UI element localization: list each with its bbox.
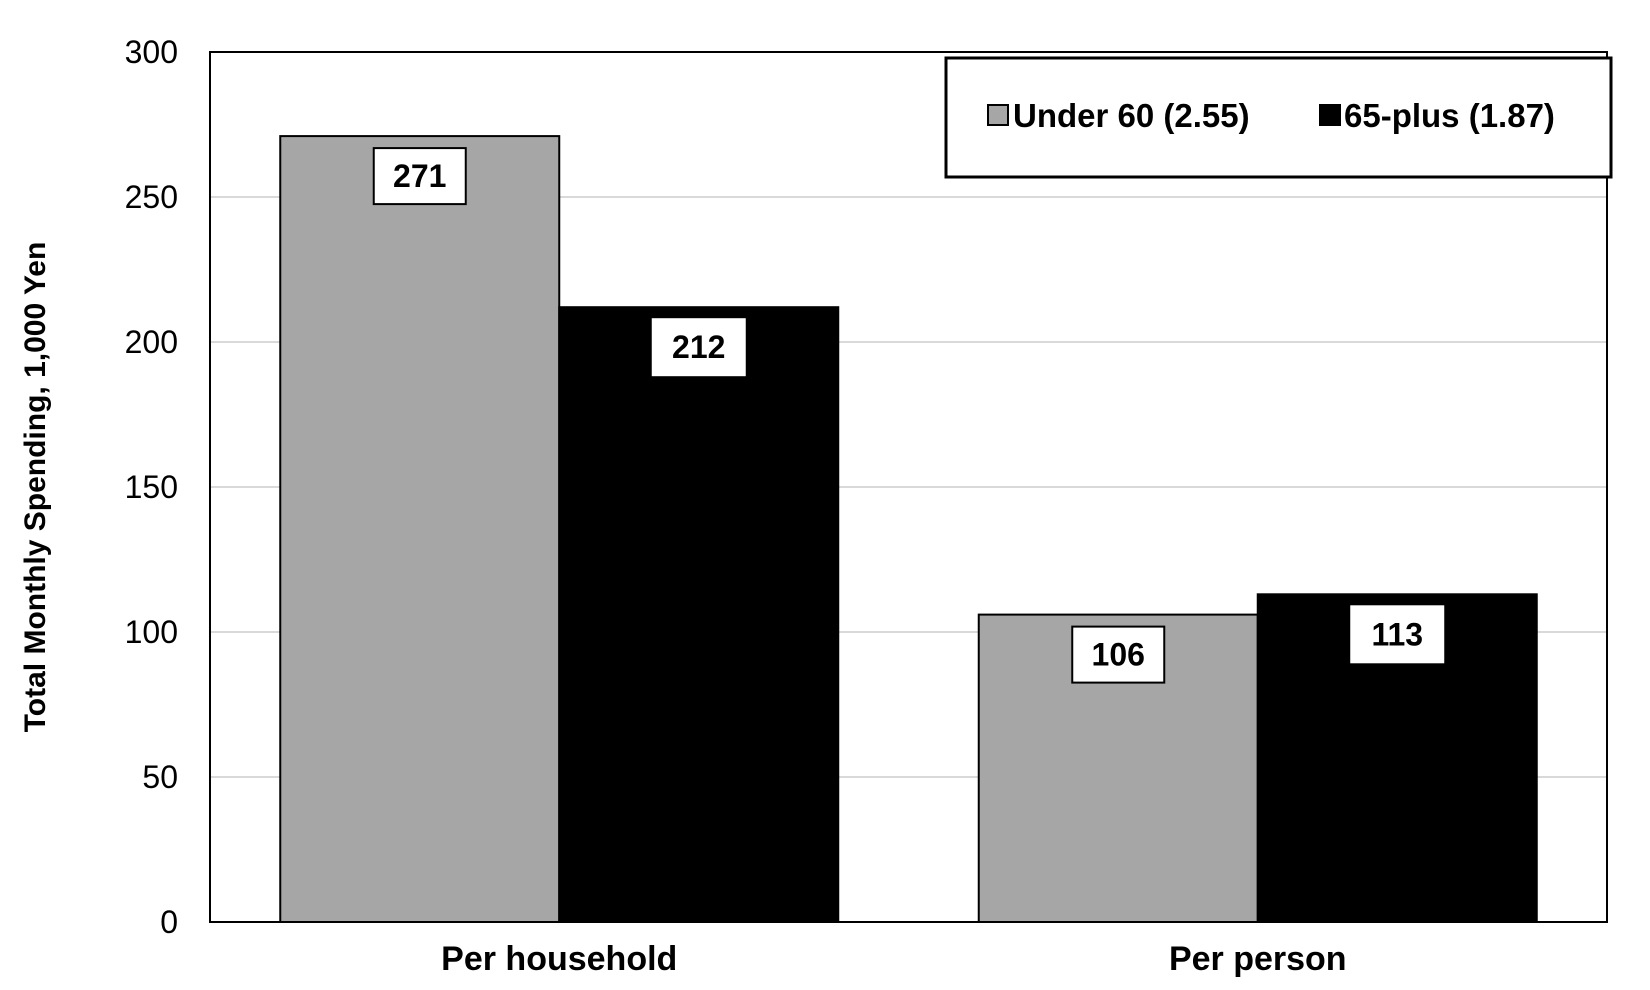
x-category-label: Per person [1169, 940, 1347, 978]
y-axis-ticks: 0 50 100 150 200 250 300 [125, 34, 178, 940]
x-category-label: Per household [441, 940, 677, 978]
data-label: 271 [393, 158, 446, 194]
y-axis-title: Total Monthly Spending, 1,000 Yen [19, 242, 52, 733]
x-axis-categories: Per household Per person [441, 940, 1346, 978]
plot-area-frame [209, 51, 1608, 923]
legend-box [944, 56, 1613, 179]
legend-label: 65-plus (1.87) [1344, 97, 1555, 134]
y-tick-label: 0 [160, 904, 178, 940]
legend: Under 60 (2.55) 65-plus (1.87) [944, 56, 1613, 179]
data-label-box [372, 147, 467, 206]
bars [279, 135, 1538, 924]
y-tick-label: 300 [125, 34, 178, 70]
data-label: 212 [672, 329, 725, 365]
y-tick-label: 50 [142, 759, 178, 795]
data-label-box [1350, 605, 1445, 664]
bar [279, 135, 561, 924]
data-label-box [651, 318, 746, 377]
y-tick-label: 100 [125, 614, 178, 650]
legend-label: Under 60 (2.55) [1013, 97, 1250, 134]
legend-swatch [1319, 104, 1341, 126]
bar [558, 306, 840, 923]
y-tick-label: 250 [125, 179, 178, 215]
data-label-box [1071, 625, 1166, 684]
data-label: 113 [1371, 616, 1423, 652]
y-tick-label: 150 [125, 469, 178, 505]
legend-swatch [987, 104, 1009, 126]
y-tick-label: 200 [125, 324, 178, 360]
data-labels: 271 212 106 113 [372, 147, 1445, 684]
data-label: 106 [1092, 637, 1145, 673]
bar [1256, 593, 1538, 923]
